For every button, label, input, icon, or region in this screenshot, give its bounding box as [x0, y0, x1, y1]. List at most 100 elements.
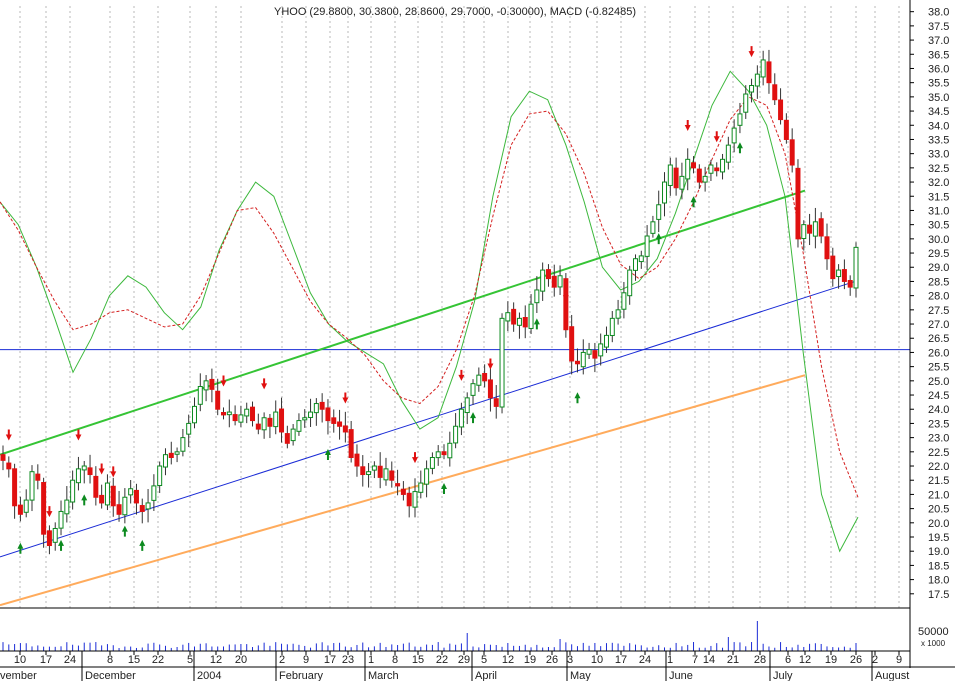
candle: [23, 489, 29, 518]
candle: [569, 314, 575, 375]
price-tick-label: 31.0: [928, 205, 949, 217]
sell-arrow-icon: [713, 131, 720, 143]
candle: [801, 220, 807, 251]
candle: [522, 305, 528, 339]
price-tick-label: 36.5: [928, 49, 949, 61]
trend-channels: [0, 189, 856, 607]
sell-arrow-icon: [487, 358, 494, 370]
candle: [122, 488, 128, 524]
candle: [766, 49, 772, 94]
candle: [679, 162, 685, 200]
day-tick-label: 12: [799, 654, 811, 666]
candle: [720, 153, 726, 180]
candle: [139, 498, 145, 524]
candle: [302, 409, 308, 428]
day-tick-label: 15: [412, 654, 424, 666]
month-tick-label: December: [85, 670, 136, 681]
candle: [174, 447, 180, 463]
candle: [87, 454, 93, 484]
candle: [685, 148, 691, 191]
price-axis: 17.5 18.0 18.5 19.0 19.5 20.0 20.5 21.0 21.5 22.0…: [910, 7, 949, 601]
candle: [418, 470, 424, 499]
volume-bars: [2, 621, 857, 651]
candle: [447, 431, 453, 467]
candle: [348, 420, 354, 463]
day-tick-label: 22: [152, 654, 164, 666]
candle: [157, 461, 163, 493]
candle: [540, 262, 546, 301]
candle: [656, 190, 662, 233]
candle: [412, 478, 418, 518]
price-tick-label: 26.5: [928, 333, 949, 345]
price-tick-label: 23.5: [928, 418, 949, 430]
day-tick-label: 17: [324, 654, 336, 666]
candlesticks: [0, 46, 859, 555]
price-tick-label: 21.0: [928, 489, 949, 501]
candle: [221, 407, 227, 420]
candle: [853, 242, 859, 298]
candle: [342, 411, 348, 443]
candle: [395, 469, 401, 496]
candle: [807, 213, 813, 246]
day-tick-label: 19: [825, 654, 837, 666]
candle: [429, 452, 435, 475]
candle: [29, 465, 35, 512]
price-tick-label: 31.5: [928, 191, 949, 203]
candle: [406, 486, 412, 518]
candle: [35, 464, 41, 490]
day-tick-label: 8: [107, 654, 113, 666]
candle: [186, 414, 192, 448]
candle: [279, 397, 285, 443]
candle: [441, 444, 447, 460]
macd-line: [0, 70, 859, 553]
candle: [180, 428, 186, 457]
vertical-gridlines: [19, 6, 900, 608]
price-tick-label: 32.0: [928, 177, 949, 189]
sell-arrow-icon: [458, 369, 465, 381]
candle: [737, 102, 743, 134]
price-tick-label: 18.0: [928, 575, 949, 587]
candle: [383, 457, 389, 486]
price-tick-label: 23.0: [928, 433, 949, 445]
candle: [609, 311, 615, 343]
candle: [847, 275, 853, 296]
candle: [795, 159, 801, 248]
middle-trend-line: [0, 280, 856, 558]
candle: [621, 281, 627, 319]
price-tick-label: 33.5: [928, 134, 949, 146]
price-tick-label: 22.5: [928, 447, 949, 459]
candle: [52, 522, 58, 551]
candle: [505, 301, 511, 332]
candle: [563, 273, 569, 338]
day-tick-label: 1: [667, 654, 673, 666]
candle: [435, 445, 441, 466]
day-tick-label: 10: [591, 654, 603, 666]
price-tick-label: 32.5: [928, 163, 949, 175]
candle: [453, 413, 459, 449]
sell-arrow-icon: [5, 429, 12, 441]
candle: [824, 223, 830, 270]
day-tick-label: 1: [368, 654, 374, 666]
candle: [191, 397, 197, 429]
candle: [615, 299, 621, 325]
day-tick-label: 3: [567, 654, 573, 666]
buy-arrow-icon: [655, 233, 662, 245]
sell-arrow-icon: [75, 429, 82, 441]
price-tick-label: 27.5: [928, 305, 949, 317]
candle: [46, 525, 52, 555]
price-tick-label: 30.5: [928, 220, 949, 232]
day-tick-label: 5: [481, 654, 487, 666]
candle: [128, 479, 134, 504]
buy-arrow-icon: [324, 448, 331, 460]
sell-arrow-icon: [411, 452, 418, 464]
candle: [545, 264, 551, 287]
day-tick-label: 20: [235, 654, 247, 666]
candle: [93, 466, 99, 506]
sell-arrow-icon: [110, 466, 117, 478]
day-tick-label: 19: [524, 654, 536, 666]
price-tick-label: 19.0: [928, 546, 949, 558]
candle: [580, 339, 586, 375]
price-tick-label: 34.0: [928, 120, 949, 132]
candle: [12, 463, 18, 519]
candle: [662, 172, 668, 217]
